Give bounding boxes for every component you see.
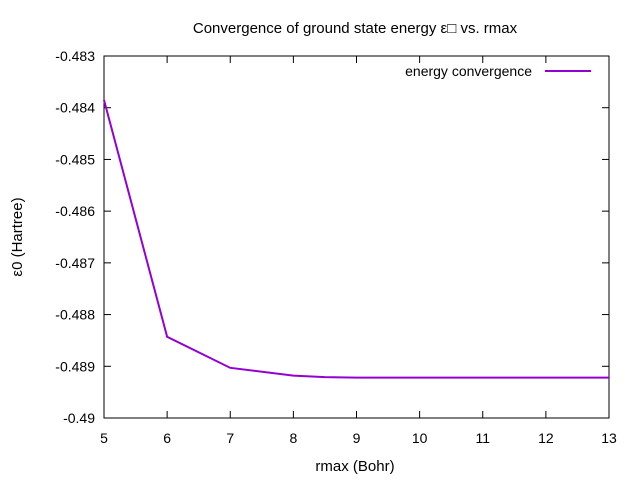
x-tick-label: 12: [538, 430, 554, 446]
y-tick-label: -0.488: [55, 307, 95, 323]
data-point: [166, 336, 168, 338]
series-layer: [103, 99, 610, 379]
x-tick-label: 11: [475, 430, 490, 446]
x-tick-label: 9: [353, 430, 361, 446]
y-tick-label: -0.484: [55, 100, 95, 116]
series-line: [103, 99, 609, 379]
x-tick-label: 6: [163, 430, 171, 446]
y-tick-label: -0.49: [63, 410, 95, 426]
data-point: [324, 376, 326, 378]
data-point: [608, 376, 610, 379]
y-tick-label: -0.489: [55, 358, 95, 374]
y-tick-label: -0.483: [55, 48, 95, 64]
data-point: [418, 376, 421, 379]
x-tick-label: 8: [289, 430, 297, 446]
y-tick-label: -0.486: [55, 203, 95, 219]
data-point: [481, 376, 484, 379]
x-tick-label: 13: [601, 430, 617, 446]
legend-label: energy convergence: [405, 63, 532, 79]
x-tick-label: 10: [412, 430, 428, 446]
y-tick-label: -0.487: [55, 255, 95, 271]
legend: energy convergence: [405, 63, 591, 79]
x-tick-label: 7: [226, 430, 234, 446]
data-point: [292, 374, 295, 377]
data-point: [103, 99, 105, 101]
chart-title: Convergence of ground state energy ε□ vs…: [193, 20, 518, 37]
y-axis-label: ε0 (Hartree): [9, 197, 26, 276]
data-point: [229, 367, 232, 369]
y-tick-label: -0.485: [55, 151, 95, 167]
plot-frame: [103, 55, 610, 419]
y-axis: -0.483 -0.484 -0.485 -0.486 -0.487 -0.488 -0.4…: [55, 48, 609, 426]
x-axis: 5 6 7 8 9 10 11 12 13: [100, 56, 617, 446]
x-tick-label: 5: [100, 430, 108, 446]
x-axis-label: rmax (Bohr): [315, 458, 394, 475]
data-point: [545, 376, 547, 379]
data-point: [355, 376, 358, 379]
